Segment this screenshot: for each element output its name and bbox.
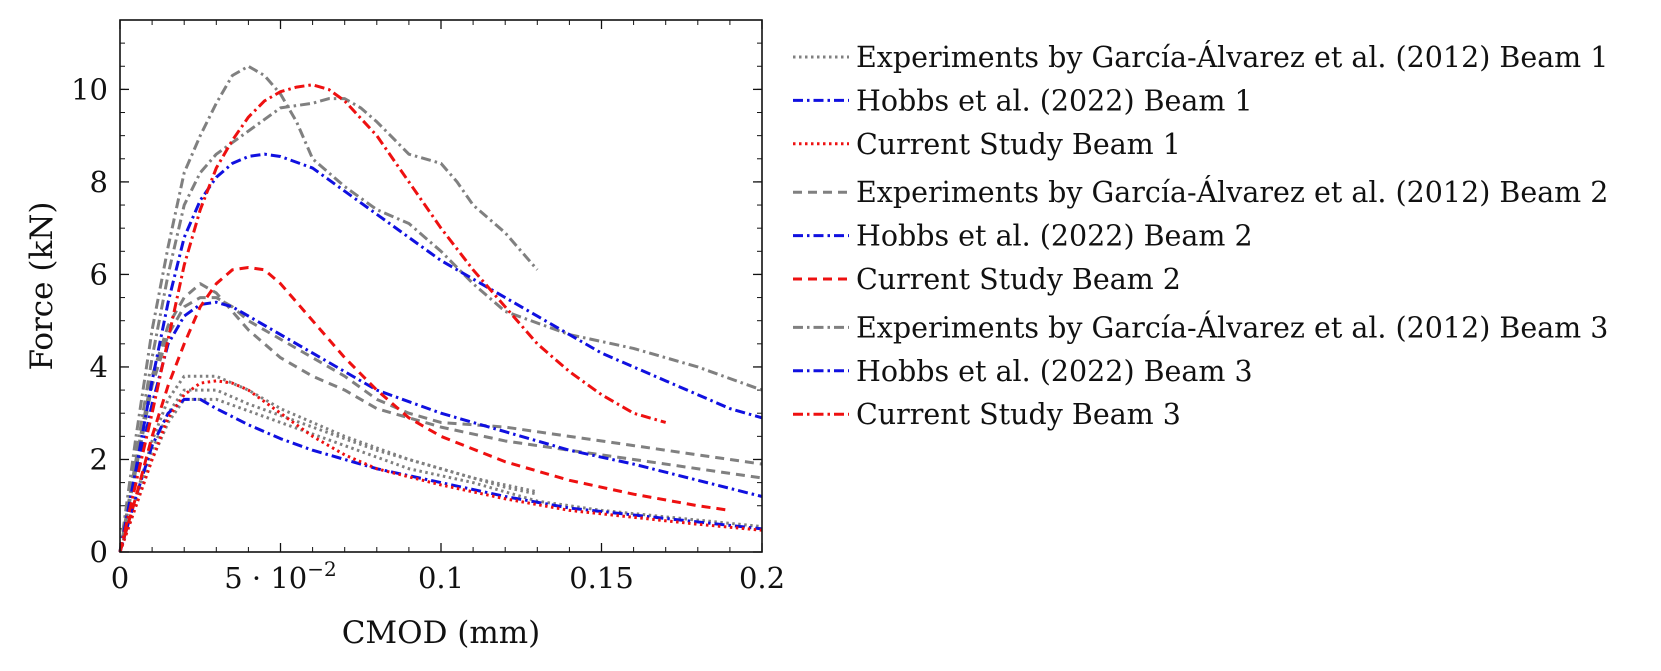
y-tick-label: 0	[90, 535, 108, 569]
legend: Experiments by García-Álvarez et al. (20…	[793, 41, 1608, 431]
series-4-curve-1	[118, 282, 763, 553]
series-7-curve-1	[118, 64, 763, 553]
plot-frame	[119, 19, 763, 553]
y-tick-label: 2	[90, 442, 108, 476]
y-axis-label: Force (kN)	[24, 202, 60, 371]
series-9-curve-1	[118, 83, 667, 553]
legend-label: Hobbs et al. (2022) Beam 1	[856, 84, 1253, 117]
legend-item: Experiments by García-Álvarez et al. (20…	[793, 176, 1608, 209]
legend-item: Current Study Beam 3	[793, 398, 1181, 431]
x-tick-label: 0.2	[739, 561, 785, 595]
series-8-curve-1	[118, 152, 763, 553]
legend-item: Hobbs et al. (2022) Beam 2	[793, 220, 1253, 253]
data-curves	[118, 64, 763, 553]
legend-label: Experiments by García-Álvarez et al. (20…	[856, 176, 1608, 209]
series-6-curve-1	[118, 266, 731, 553]
x-tick-exponent: −2	[307, 557, 336, 581]
y-tick-labels: 0 2 4 6 8 10	[71, 72, 108, 569]
y-tick-label: 8	[90, 165, 108, 199]
series-3-curve-1	[118, 379, 763, 553]
legend-item: Hobbs et al. (2022) Beam 3	[793, 355, 1253, 388]
legend-item: Hobbs et al. (2022) Beam 1	[793, 84, 1253, 117]
legend-item: Experiments by García-Álvarez et al. (20…	[793, 41, 1608, 74]
y-tick-label: 4	[90, 350, 108, 384]
legend-label: Experiments by García-Álvarez et al. (20…	[856, 311, 1608, 344]
x-tick-label: 0.15	[569, 561, 634, 595]
legend-label: Current Study Beam 1	[856, 128, 1181, 161]
legend-label: Current Study Beam 3	[856, 398, 1181, 431]
legend-label: Current Study Beam 2	[856, 263, 1181, 296]
series-7-curve-2	[118, 97, 539, 553]
legend-label: Hobbs et al. (2022) Beam 2	[856, 220, 1253, 253]
x-tick-label: 0	[111, 561, 129, 595]
legend-label: Experiments by García-Álvarez et al. (20…	[856, 41, 1608, 74]
legend-item: Current Study Beam 1	[793, 128, 1181, 161]
legend-label: Hobbs et al. (2022) Beam 3	[856, 355, 1253, 388]
y-tick-label: 10	[71, 72, 108, 106]
series-2-curve-1	[118, 397, 763, 553]
y-tick-label: 6	[90, 257, 108, 291]
x-axis-label: CMOD (mm)	[342, 615, 541, 651]
legend-item: Current Study Beam 2	[793, 263, 1181, 296]
x-tick-label: 0.1	[418, 561, 464, 595]
legend-item: Experiments by García-Álvarez et al. (20…	[793, 311, 1608, 344]
